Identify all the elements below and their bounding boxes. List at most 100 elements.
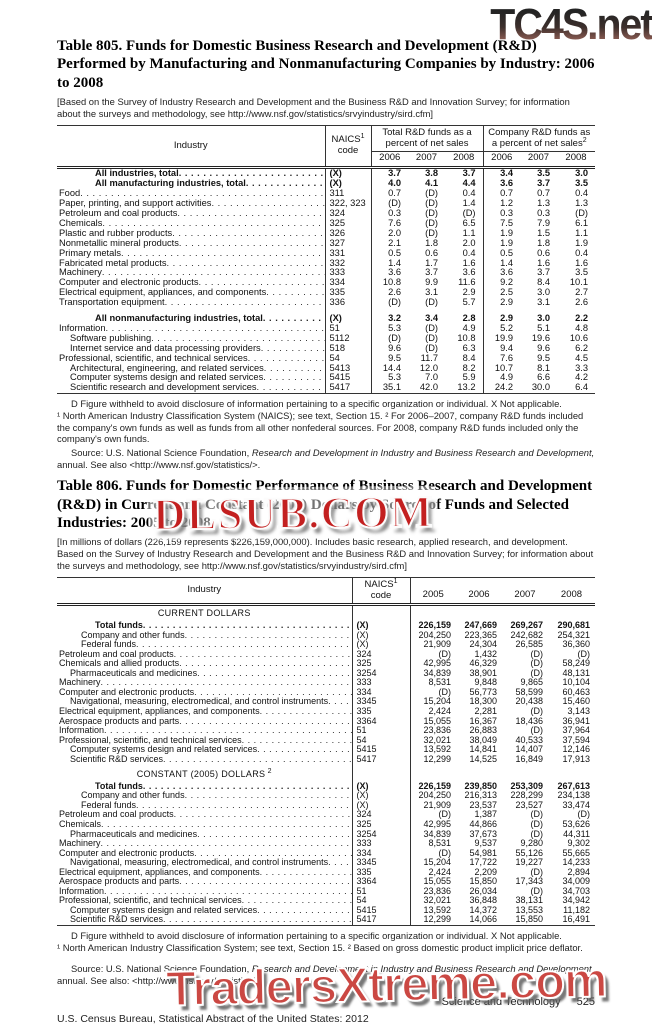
row-label-cell: Computer and electronic products [57,849,352,859]
row-label: Electrical equipment, appliances, and co… [59,706,260,716]
value-cell: 14,066 [469,914,497,925]
value-cell: 254,321 [557,629,590,640]
value-cell: 3.6 [462,267,476,278]
col-header-industry: Industry [57,577,352,607]
table-row: Computer systems design and related serv… [57,905,595,916]
table-row: All manufacturing industries, total(X)4.… [57,178,595,190]
row-label: Paper, printing, and support activities [59,199,212,209]
row-label-cell: All manufacturing industries, total [57,179,325,189]
value-cell: 267,613 [557,780,590,791]
row-label: Company and other funds [81,791,185,801]
row-label-cell: Chemicals and allied products [57,659,352,669]
row-label-cell: Scientific R&D services [57,915,352,925]
value-cell: 9,865 [520,677,543,688]
value-cell: 15,055 [409,716,456,727]
value-cell: 3.7 [537,178,550,189]
naics-code: 51 [324,323,371,334]
row-label: Aerospace products and parts [59,877,180,887]
row-label: Pharmaceuticals and medicines [70,829,198,839]
value-cell: 4.4 [462,178,476,189]
value-cell: 3.0 [537,313,550,324]
value-cell: 5.7 [462,297,476,308]
naics-code: 311 [324,188,371,200]
value-cell: 226,159 [409,620,456,631]
row-label: Company and other funds [81,630,185,640]
value-cell: 14,407 [515,744,543,755]
table-806: Industry NAICS1 code 2005 2006 2007 2008 … [57,576,595,926]
value-cell: 3.1 [537,297,550,308]
value-cell: 9.5 [537,352,550,363]
naics-code: 51 [351,886,410,897]
naics-footnote-sup: 1 [393,577,398,585]
value-cell: 6.6 [537,372,550,383]
value-cell: 17,343 [515,876,543,887]
value-cell: 1.1 [575,227,588,238]
row-label: Internet service and data processing pro… [70,343,261,353]
row-label-cell: Paper, printing, and support activities [57,199,325,209]
footnote-numbered: ¹ North American Industry Classification… [57,941,583,953]
value-cell: 8.1 [537,362,550,373]
row-label: Fabricated metal products [59,258,167,268]
naics-code: 327 [324,238,371,249]
year-header: 2008 [557,151,595,170]
value-cell: 6.1 [575,217,588,228]
value-cell: 15,460 [562,696,590,707]
row-label-cell: Scientific R&D services [57,755,352,765]
value-cell: 56,773 [469,686,497,697]
row-label: Computer systems design and related serv… [70,905,258,915]
value-cell: 9.6 [537,342,550,353]
value-cell: (D) [409,649,456,660]
value-cell: 0.4 [575,188,588,199]
value-cell: 247,669 [464,620,497,631]
value-cell: 9,848 [474,677,497,688]
row-label: Pharmaceuticals and medicines [70,668,198,678]
col-header-naics: NAICS1 code [324,125,371,170]
row-label-cell: Navigational, measuring, electromedical,… [57,697,352,707]
naics-label: NAICS [364,578,394,590]
dot-leader [246,179,325,189]
row-label: Professional, scientific, and technical … [59,735,242,745]
row-label-cell: Professional, scientific, and technical … [57,896,352,906]
naics-code: 335 [324,287,371,299]
naics-code: (X) [351,791,410,801]
dot-leader [102,268,325,278]
value-cell: 34,839 [409,668,456,679]
value-cell: 0.3 [370,208,408,219]
value-cell: 15,204 [409,858,456,868]
value-cell: 3.7 [370,167,408,180]
value-cell: 8.4 [537,277,550,288]
value-cell: 1.8 [537,237,550,248]
dot-leader [211,199,324,209]
value-cell: 0.7 [482,188,520,200]
value-cell: 3.3 [575,362,588,373]
naics-code: 54 [351,735,410,746]
footnote-d: D Figure withheld to avoid disclosure of… [71,398,562,410]
value-cell: 37,964 [562,725,590,736]
value-cell: 3.6 [370,268,408,279]
value-cell: 9.9 [425,277,438,288]
row-label: Navigational, measuring, electromedical,… [70,697,329,707]
table-805-footnotes: D Figure withheld to avoid disclosure of… [57,398,595,470]
naics-code: 54 [324,353,371,364]
row-label: Machinery [59,839,101,849]
dot-leader [106,324,325,334]
value-cell: 3,143 [567,705,590,716]
row-label: Petroleum and coal products [59,208,178,218]
value-cell: 12,299 [409,754,456,765]
value-cell: 1,387 [474,809,497,820]
row-label-cell: Nonmetallic mineral products [57,239,325,249]
row-label: Total funds [95,781,143,791]
value-cell: 228,299 [510,790,543,801]
value-cell: 4.1 [425,178,438,189]
value-cell: 2,281 [474,705,497,716]
naics-code: 3345 [351,858,410,868]
row-label: Petroleum and coal products [59,810,174,820]
naics-code: 5415 [324,373,371,384]
row-label: Machinery [59,678,101,688]
value-cell: 42,995 [409,659,456,669]
value-cell: 38,049 [469,734,497,745]
